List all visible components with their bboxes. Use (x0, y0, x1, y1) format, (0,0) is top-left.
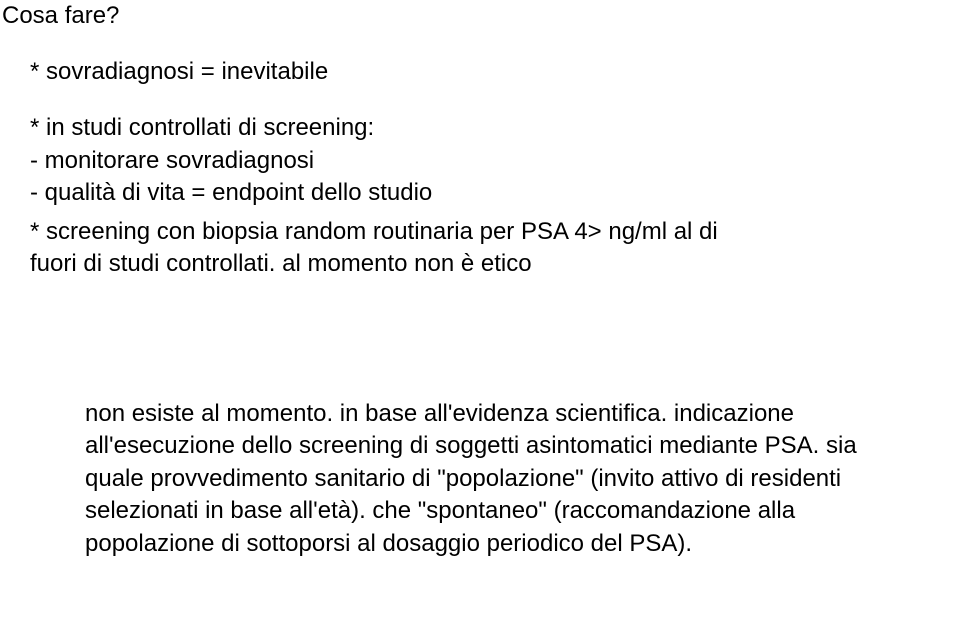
document-page: Cosa fare? * sovradiagnosi = inevitabile… (0, 0, 960, 644)
text-block-2: * screening con biopsia random routinari… (30, 216, 930, 281)
paragraph-block: non esiste al momento. in base all'evide… (85, 398, 915, 560)
block1-line3: - monitorare sovradiagnosi (30, 145, 930, 177)
block2-line2: fuori di studi controllati. al momento n… (30, 248, 930, 280)
block1-line4: - qualità di vita = endpoint dello studi… (30, 177, 930, 209)
block1-line1: * sovradiagnosi = inevitabile (30, 56, 930, 88)
page-title: Cosa fare? (2, 2, 119, 31)
text-block-1: * sovradiagnosi = inevitabile * in studi… (30, 56, 930, 210)
block2-line1: * screening con biopsia random routinari… (30, 216, 930, 248)
blank-line (30, 88, 930, 112)
block1-line2: * in studi controllati di screening: (30, 112, 930, 144)
